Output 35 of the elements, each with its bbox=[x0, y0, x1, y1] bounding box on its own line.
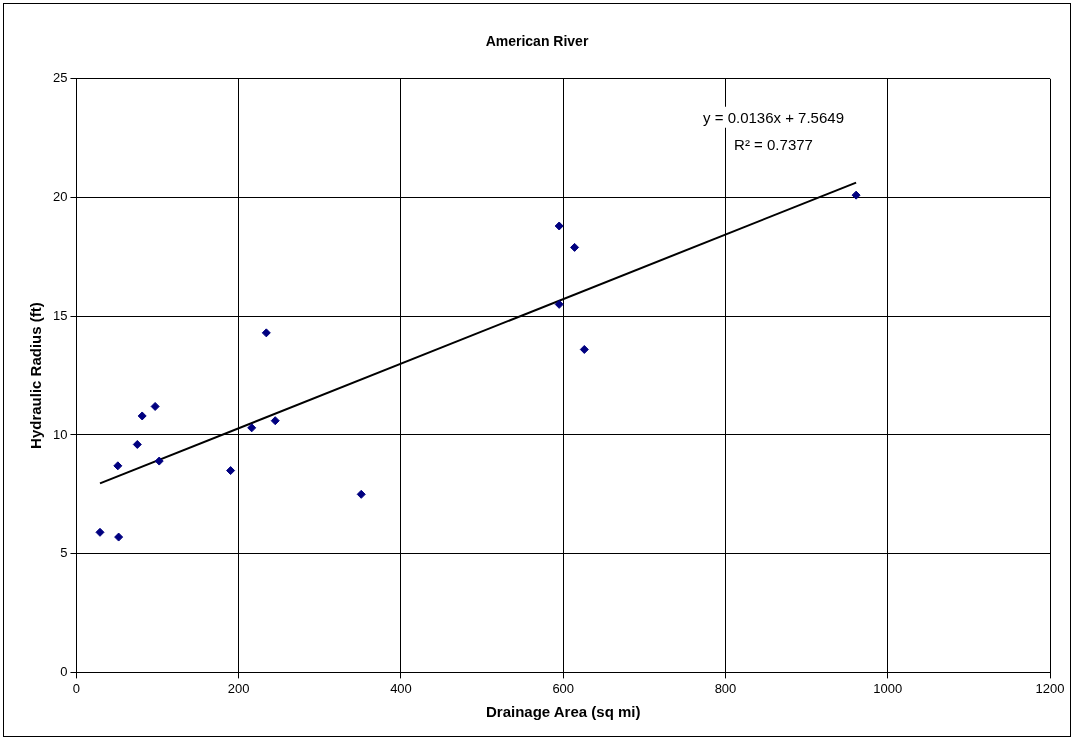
annotation: R² = 0.7377 bbox=[734, 135, 813, 153]
y-tick-label: 5 bbox=[60, 545, 68, 561]
point bbox=[261, 328, 271, 338]
point bbox=[247, 423, 257, 433]
x-axis-title: Drainage Area (sq mi) bbox=[485, 703, 641, 721]
x-tick-label: 600 bbox=[552, 680, 575, 696]
y-tick-label: 15 bbox=[52, 307, 68, 323]
point bbox=[95, 527, 105, 537]
x-tick-label: 800 bbox=[714, 680, 737, 696]
point bbox=[226, 466, 236, 476]
point bbox=[570, 242, 580, 252]
x-tick-label: 400 bbox=[390, 680, 412, 696]
point bbox=[132, 439, 142, 449]
y-tick-label: 10 bbox=[52, 426, 68, 442]
x-tick-label: 1000 bbox=[873, 680, 903, 696]
y-tick-label: 25 bbox=[52, 70, 68, 86]
point bbox=[137, 411, 147, 421]
point bbox=[154, 456, 164, 466]
point bbox=[114, 532, 124, 542]
y-tick-label: 20 bbox=[52, 189, 68, 205]
point bbox=[270, 416, 280, 426]
point bbox=[356, 489, 366, 499]
point bbox=[113, 461, 123, 471]
chart-title: American River bbox=[485, 33, 589, 50]
point bbox=[579, 344, 589, 354]
point bbox=[554, 299, 564, 309]
y-axis-title: Hydraulic Radius (ft) bbox=[27, 302, 45, 449]
point bbox=[554, 221, 564, 231]
x-tick-label: 200 bbox=[227, 680, 250, 696]
y-tick-label: 0 bbox=[60, 663, 68, 679]
annotation: y = 0.0136x + 7.5649 bbox=[703, 108, 844, 126]
point bbox=[851, 190, 861, 200]
x-tick-label: 0 bbox=[72, 680, 81, 696]
x-tick-label: 1200 bbox=[1035, 680, 1065, 696]
point bbox=[150, 401, 160, 411]
